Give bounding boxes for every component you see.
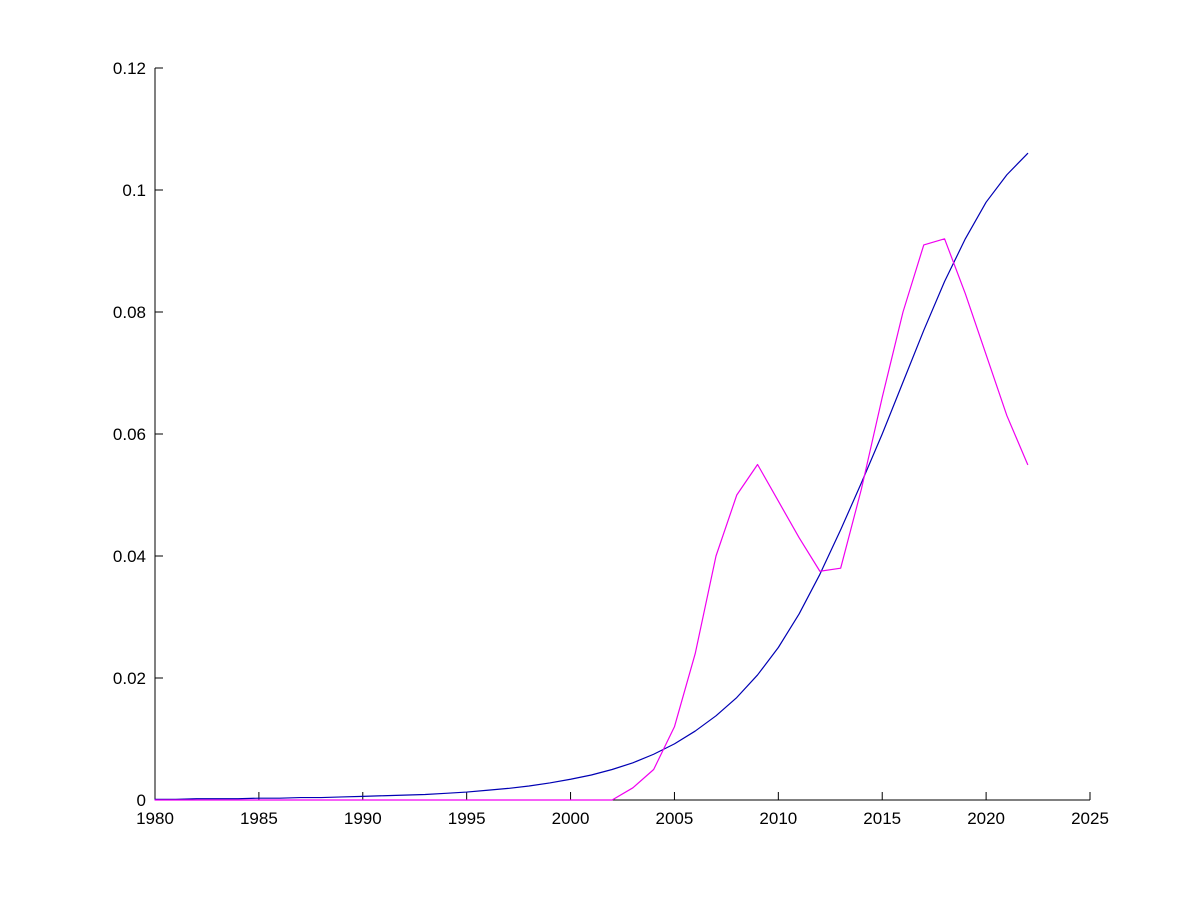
y-tick-label: 0.12	[113, 59, 146, 78]
x-tick-label: 2000	[552, 809, 590, 828]
y-tick-label: 0	[137, 791, 146, 810]
x-tick-label: 2010	[759, 809, 797, 828]
x-tick-label: 1995	[448, 809, 486, 828]
x-tick-label: 2015	[863, 809, 901, 828]
x-tick-label: 1980	[136, 809, 174, 828]
y-tick-label: 0.02	[113, 669, 146, 688]
x-tick-label: 2005	[656, 809, 694, 828]
x-tick-label: 2020	[967, 809, 1005, 828]
series-line-smooth-growth-curve	[154, 152, 1029, 800]
y-tick-label: 0.1	[122, 181, 146, 200]
y-tick-label: 0.04	[113, 547, 146, 566]
x-tick-label: 1990	[344, 809, 382, 828]
x-tick-label: 1985	[240, 809, 278, 828]
y-tick-label: 0.08	[113, 303, 146, 322]
y-tick-label: 0.06	[113, 425, 146, 444]
x-tick-label: 2025	[1071, 809, 1109, 828]
series-line-fluctuating-curve	[154, 238, 1029, 801]
